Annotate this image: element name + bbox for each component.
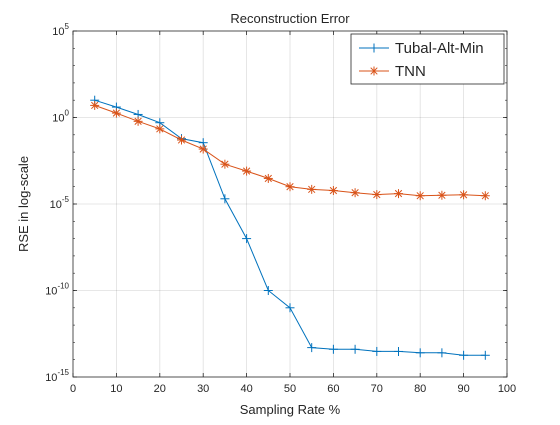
data-point <box>350 188 360 198</box>
data-point <box>480 191 490 201</box>
x-tick-label: 30 <box>197 383 209 395</box>
data-point <box>242 166 252 176</box>
marker-stroke <box>394 189 403 198</box>
data-point <box>177 135 186 145</box>
data-point <box>285 303 295 313</box>
x-axis: 0 10 20 30 40 50 60 70 80 90 100 <box>70 31 516 395</box>
marker-stroke <box>242 167 251 175</box>
x-tick-label: 90 <box>457 383 469 395</box>
series-tnn <box>90 100 490 201</box>
plot-area <box>73 31 507 377</box>
data-point <box>372 190 382 200</box>
marker-stroke <box>416 192 424 200</box>
marker-stroke <box>177 136 186 144</box>
data-point <box>350 344 360 354</box>
chart-title: Reconstruction Error <box>230 11 350 26</box>
marker-stroke <box>199 145 207 153</box>
legend-item[interactable]: TNN <box>359 63 426 80</box>
data-point <box>307 343 317 353</box>
y-axis: 10-15 10-10 10-5 100 105 <box>45 22 507 384</box>
marker-stroke <box>221 160 229 168</box>
legend-label: TNN <box>395 63 426 80</box>
marker-stroke <box>156 125 164 133</box>
marker-stroke <box>373 190 381 199</box>
marker-stroke <box>112 109 121 117</box>
data-point <box>415 191 425 201</box>
data-point <box>220 194 230 204</box>
data-point <box>263 173 273 183</box>
data-point <box>415 348 425 358</box>
marker-stroke <box>481 192 489 200</box>
x-tick-label: 60 <box>327 383 339 395</box>
data-point <box>328 186 338 196</box>
y-axis-label: RSE in log-scale <box>16 156 31 252</box>
x-tick-label: 80 <box>414 383 426 395</box>
marker-stroke <box>438 191 446 199</box>
legend[interactable]: Tubal-Alt-Min TNN <box>350 33 505 85</box>
data-point <box>155 124 165 134</box>
marker-stroke <box>134 117 142 125</box>
legend-marker <box>369 43 379 53</box>
data-point <box>394 346 403 356</box>
data-point <box>242 234 252 244</box>
marker-stroke <box>91 101 99 110</box>
x-tick-label: 20 <box>154 383 166 395</box>
marker-stroke <box>264 174 272 183</box>
x-tick-label: 10 <box>110 383 122 395</box>
data-point <box>285 182 295 192</box>
marker-stroke <box>459 191 468 199</box>
data-point <box>459 190 469 200</box>
marker-stroke <box>351 189 359 197</box>
x-tick-label: 100 <box>498 383 516 395</box>
legend-marker <box>369 66 379 76</box>
legend-item[interactable]: Tubal-Alt-Min <box>359 40 484 57</box>
data-point <box>133 116 143 126</box>
data-point <box>198 144 208 154</box>
marker-stroke <box>329 186 338 195</box>
marker-stroke <box>370 67 378 75</box>
y-tick-label: 10-5 <box>50 195 70 211</box>
x-tick-label: 50 <box>284 383 296 395</box>
data-point <box>437 348 447 358</box>
x-axis-label: Sampling Rate % <box>240 402 341 417</box>
series-layer <box>90 95 490 360</box>
data-point <box>263 286 273 295</box>
legend-box <box>350 33 505 85</box>
y-tick-label: 10-10 <box>45 282 69 298</box>
y-tick-label: 10-15 <box>45 368 69 384</box>
x-tick-label: 40 <box>240 383 252 395</box>
marker-stroke <box>308 185 316 194</box>
data-point <box>220 159 230 169</box>
data-point <box>372 346 382 356</box>
marker-stroke <box>286 183 294 191</box>
x-tick-label: 0 <box>70 383 76 395</box>
data-point <box>437 190 447 200</box>
data-point <box>90 100 100 110</box>
x-tick-label: 70 <box>371 383 383 395</box>
data-point <box>328 344 338 354</box>
y-tick-label: 100 <box>52 109 69 125</box>
data-point <box>480 350 490 360</box>
y-tick-label: 105 <box>52 22 69 38</box>
legend-label: Tubal-Alt-Min <box>395 40 484 57</box>
data-point <box>394 189 403 199</box>
data-point <box>111 108 121 118</box>
data-point <box>459 350 469 360</box>
data-point <box>307 184 317 194</box>
grid <box>73 31 507 377</box>
